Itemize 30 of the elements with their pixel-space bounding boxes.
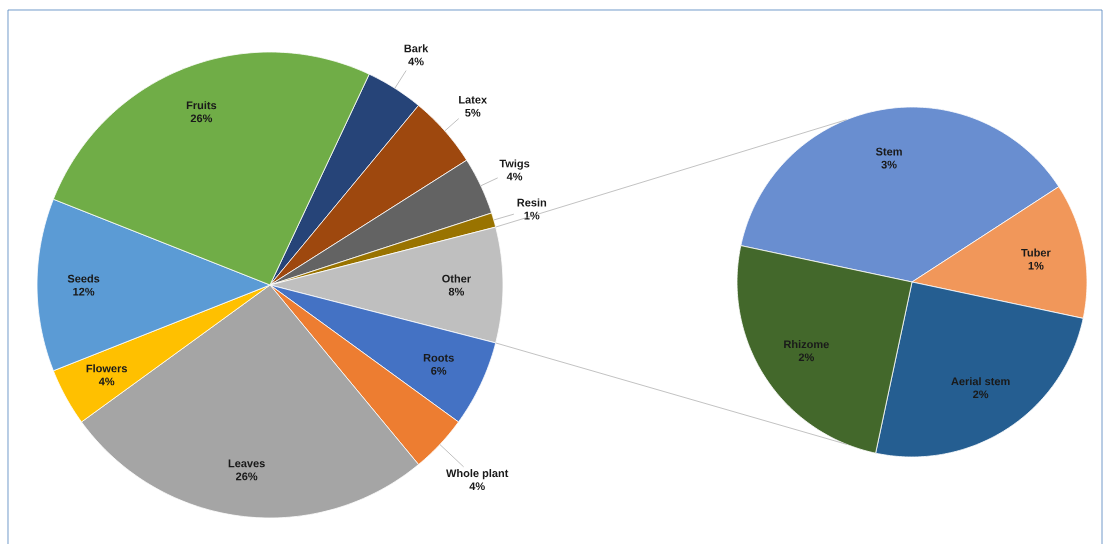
slice-label: Latex bbox=[459, 95, 488, 104]
data-label: 4% bbox=[506, 172, 523, 181]
data-label: 1% bbox=[1028, 261, 1044, 270]
data-label: 4% bbox=[98, 377, 115, 386]
slice-label: Seeds bbox=[67, 274, 100, 283]
data-label: 26% bbox=[190, 114, 213, 123]
slice-label: Rhizome bbox=[784, 340, 829, 349]
data-label: 26% bbox=[236, 472, 258, 481]
slice-label: Leaves bbox=[228, 459, 265, 468]
slice-label: Flowers bbox=[86, 364, 127, 373]
data-label: 12% bbox=[73, 287, 95, 296]
slice-label: Other bbox=[442, 274, 471, 283]
slice-label: Fruits bbox=[186, 101, 217, 110]
slice-label: Resin bbox=[517, 198, 547, 207]
data-label: 2% bbox=[798, 353, 814, 362]
data-label: 4% bbox=[469, 482, 485, 491]
slice-label: Bark bbox=[404, 44, 429, 53]
data-label: 5% bbox=[465, 108, 481, 117]
data-label: 6% bbox=[431, 366, 447, 375]
data-label: 8% bbox=[448, 287, 465, 296]
data-label: 1% bbox=[524, 211, 540, 220]
slice-label: Whole plant bbox=[446, 469, 509, 480]
slice-label: Twigs bbox=[499, 159, 530, 170]
data-label: 2% bbox=[973, 390, 989, 399]
slice-label: Stem bbox=[875, 147, 902, 156]
data-label: 4% bbox=[408, 57, 424, 66]
data-label: 3% bbox=[881, 160, 897, 169]
slice-label: Aerial stem bbox=[951, 377, 1010, 386]
slice-label: Roots bbox=[423, 354, 454, 362]
slice-label: Tuber bbox=[1021, 248, 1051, 257]
